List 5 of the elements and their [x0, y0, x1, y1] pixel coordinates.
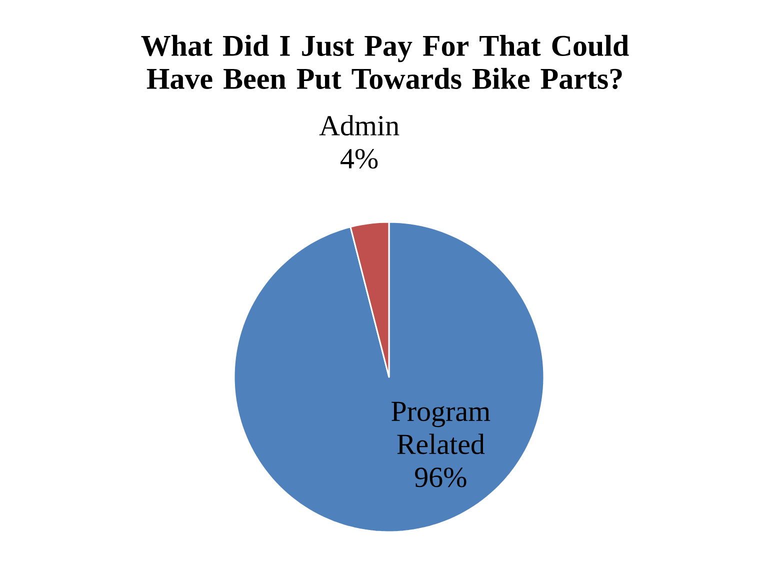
slice-label: Program Related [392, 402, 490, 454]
data-label: 4% [340, 148, 378, 169]
chart-title: What Did I Just Pay For That Could Have Been Put Towards Bike Parts? [141, 34, 629, 90]
slice-label: Admin [319, 115, 400, 136]
data-label: 96% [415, 468, 466, 488]
